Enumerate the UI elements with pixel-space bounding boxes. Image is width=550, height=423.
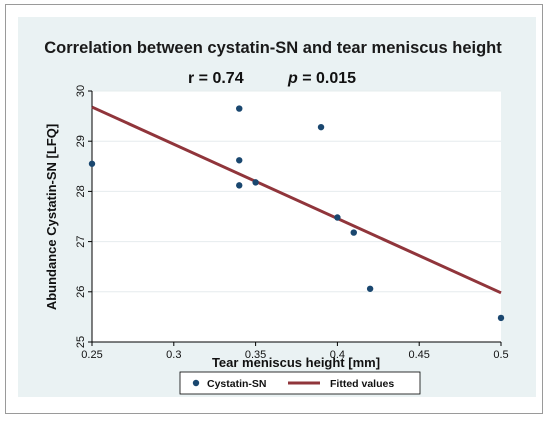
x-tick-label: 0.45	[408, 349, 429, 361]
data-point	[334, 214, 341, 221]
y-tick-label: 28	[75, 185, 87, 197]
data-points	[88, 105, 505, 322]
plot-area	[92, 91, 501, 342]
scatter-chart: Correlation between cystatin-SN and tear…	[44, 39, 509, 395]
x-tick-label: 0.5	[493, 349, 508, 361]
legend-label-cystatin-sn: Cystatin-SN	[207, 378, 267, 390]
data-point	[236, 105, 243, 112]
correlation-r-label: r = 0.74	[188, 70, 244, 87]
y-tick-label: 27	[75, 235, 87, 247]
legend-marker-cystatin-sn	[192, 379, 200, 387]
y-tick-label: 26	[75, 286, 87, 298]
y-axis-label: Abundance Cystatin-SN [LFQ]	[44, 124, 59, 310]
data-point	[350, 229, 357, 236]
x-axis-label: Tear meniscus height [mm]	[212, 355, 380, 370]
x-tick-label: 0.4	[330, 349, 345, 361]
data-point	[497, 314, 505, 322]
x-tick-label: 0.35	[245, 349, 266, 361]
correlation-p-label: p = 0.015	[287, 70, 356, 87]
p-value: = 0.015	[298, 70, 356, 87]
legend-label-fitted-values: Fitted values	[330, 378, 394, 390]
p-symbol: p	[287, 70, 298, 87]
data-point	[366, 285, 374, 292]
x-tick-label: 0.25	[81, 349, 102, 361]
x-axis-ticks: 0.25 0.3 0.35 0.4 0.45 0.5	[81, 342, 509, 361]
y-axis-ticks: 25 26 27 28 29 30	[75, 85, 92, 348]
chart-title: Correlation between cystatin-SN and tear…	[44, 39, 502, 57]
y-tick-label: 29	[75, 135, 87, 147]
x-tick-label: 0.3	[166, 349, 181, 361]
data-point	[236, 182, 243, 189]
chart-frame: Correlation between cystatin-SN and tear…	[5, 4, 543, 414]
chart-panel: Correlation between cystatin-SN and tear…	[18, 17, 536, 397]
y-tick-label: 30	[75, 85, 87, 97]
y-tick-label: 25	[75, 336, 87, 348]
data-point	[317, 123, 325, 131]
data-point	[88, 160, 96, 167]
fitted-line-group	[91, 105, 502, 295]
data-point	[236, 157, 243, 164]
data-point	[252, 179, 259, 186]
gridlines	[92, 90, 501, 293]
fitted-values-line	[91, 105, 502, 295]
legend: Cystatin-SN Fitted values	[179, 371, 421, 395]
